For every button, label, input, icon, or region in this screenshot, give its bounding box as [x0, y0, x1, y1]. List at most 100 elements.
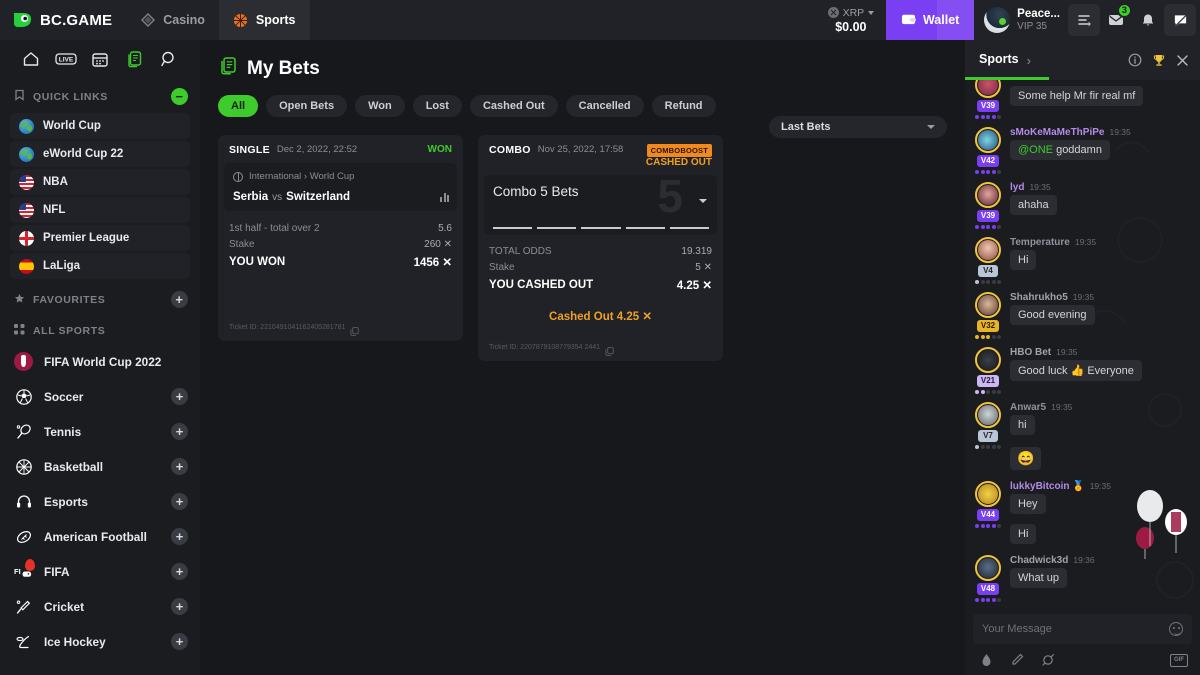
sidebar-item-basketball[interactable]: Basketball + — [0, 449, 200, 484]
sidebar-item-esports[interactable]: Esports + — [0, 484, 200, 519]
filter-cancelled[interactable]: Cancelled — [565, 95, 644, 117]
chat-tab-sports[interactable]: Sports — [965, 52, 1048, 80]
sidebar-item-fifa-world-cup-2022[interactable]: FIFA World Cup 2022 — [0, 344, 200, 379]
search-icon[interactable] — [158, 48, 180, 70]
home-icon[interactable] — [20, 48, 42, 70]
gif-icon[interactable]: GIF — [1170, 653, 1188, 667]
message-bubble: ahaha — [1010, 195, 1057, 215]
sidebar-item-cricket[interactable]: Cricket + — [0, 589, 200, 624]
message-username[interactable]: Shahrukho5 — [1010, 292, 1068, 303]
globe-flag-icon — [19, 118, 34, 134]
bet-card-combo[interactable]: COMBO Nov 25, 2022, 17:58 COMBOBOOST CAS… — [478, 135, 723, 361]
filter-lost[interactable]: Lost — [412, 95, 462, 117]
chevron-down-icon[interactable] — [699, 199, 707, 203]
add-sport-button[interactable]: + — [171, 633, 188, 650]
mail-icon[interactable]: 3 — [1100, 3, 1132, 36]
notification-badge: 3 — [1116, 3, 1132, 18]
my-bets-icon[interactable] — [123, 48, 145, 70]
rain-icon[interactable] — [1041, 653, 1055, 667]
filter-cashed-out[interactable]: Cashed Out — [469, 95, 558, 117]
total-odds-row: TOTAL ODDS 19.319 — [489, 244, 712, 260]
add-sport-button[interactable]: + — [171, 388, 188, 405]
chat-message: V42 sMoKeMaMeThPiPe 19:35 @ONE goddamn — [973, 127, 1192, 174]
nav-sports[interactable]: Sports — [218, 0, 310, 40]
avatar[interactable] — [975, 402, 1001, 428]
filter-won[interactable]: Won — [355, 95, 405, 117]
avatar[interactable] — [975, 237, 1001, 263]
avatar[interactable] — [975, 347, 1001, 373]
wallet-button[interactable]: Wallet — [886, 0, 975, 40]
nav-casino-label: Casino — [163, 13, 205, 27]
message-username[interactable]: sMoKeMaMeThPiPe — [1010, 127, 1105, 138]
user-profile-chip[interactable]: Peace... VIP 35 — [974, 7, 1068, 33]
quick-link-premier-league[interactable]: Premier League — [10, 225, 190, 251]
tip-icon[interactable] — [979, 653, 993, 667]
trophy-icon[interactable] — [1151, 53, 1166, 68]
filter-refund[interactable]: Refund — [651, 95, 716, 117]
sidebar-item-fifa[interactable]: FI FIFA + — [0, 554, 200, 589]
collapse-quick-links-button[interactable]: − — [171, 88, 188, 105]
payout-value: 1456 ✕ — [413, 256, 452, 269]
quick-link-nba[interactable]: NBA — [10, 169, 190, 195]
message-username[interactable]: HBO Bet — [1010, 347, 1052, 358]
sidebar-item-ice-hockey[interactable]: Ice Hockey + — [0, 624, 200, 659]
ticket-row: Ticket ID: 2207879108779354 2441 — [478, 333, 723, 361]
nav-casino[interactable]: Casino — [126, 0, 219, 40]
copy-icon[interactable] — [605, 343, 614, 356]
filter-all[interactable]: All — [218, 95, 259, 117]
quick-link-laliga[interactable]: LaLiga — [10, 253, 190, 279]
add-sport-button[interactable]: + — [171, 423, 188, 440]
calendar-icon[interactable] — [89, 48, 111, 70]
all-sports-title: ALL SPORTS — [33, 325, 106, 337]
add-sport-button[interactable]: + — [171, 563, 188, 580]
pencil-icon[interactable] — [1010, 653, 1024, 667]
message-input[interactable]: Your Message — [973, 614, 1192, 644]
filter-open-bets[interactable]: Open Bets — [266, 95, 348, 117]
live-icon[interactable]: LIVE — [54, 48, 77, 70]
avatar-group: V39 — [973, 182, 1003, 229]
avatar[interactable] — [975, 292, 1001, 318]
brand-logo[interactable]: BC.GAME — [0, 9, 126, 31]
bell-icon[interactable] — [1132, 4, 1164, 36]
sidebar-item-tennis[interactable]: Tennis + — [0, 414, 200, 449]
quick-link-eworld-cup[interactable]: eWorld Cup 22 — [10, 141, 190, 167]
quick-link-nfl[interactable]: NFL — [10, 197, 190, 223]
add-sport-button[interactable]: + — [171, 493, 188, 510]
avatar[interactable] — [975, 80, 1001, 98]
message-time: 19:35 — [1056, 347, 1078, 357]
mention[interactable]: @ONE — [1018, 144, 1054, 156]
bet-card-single[interactable]: SINGLE Dec 2, 2022, 22:52 WON Internatio… — [218, 135, 463, 341]
avatar-group: V42 — [973, 127, 1003, 174]
chevron-right-icon[interactable]: › — [1026, 52, 1031, 68]
add-sport-button[interactable]: + — [171, 528, 188, 545]
copy-icon[interactable] — [350, 323, 360, 336]
chat-icon[interactable] — [1164, 4, 1196, 36]
add-sport-button[interactable]: + — [171, 598, 188, 615]
avatar[interactable] — [975, 555, 1001, 581]
info-icon[interactable] — [1127, 53, 1142, 68]
stats-icon[interactable] — [440, 192, 449, 202]
soccer-ball-icon — [14, 387, 33, 406]
avatar[interactable] — [975, 182, 1001, 208]
message-username[interactable]: Anwar5 — [1010, 402, 1047, 413]
add-sport-button[interactable]: + — [171, 458, 188, 475]
list-icon[interactable] — [1068, 4, 1100, 36]
sidebar-item-soccer[interactable]: Soccer + — [0, 379, 200, 414]
message-meta: Anwar5 19:35 — [1010, 402, 1192, 413]
message-username[interactable]: lukkyBitcoin 🏅 — [1010, 481, 1085, 492]
balance-selector[interactable]: XRP $0.00 — [822, 7, 887, 34]
total-odds-value: 19.319 — [681, 246, 712, 257]
avatar[interactable] — [975, 127, 1001, 153]
emoji-icon[interactable] — [1169, 622, 1183, 636]
chat-message-list[interactable]: V39 Some help Mr fir real mf V42 — [965, 80, 1200, 608]
message-username[interactable]: lyd — [1010, 182, 1025, 193]
sidebar-item-american-football[interactable]: American Football + — [0, 519, 200, 554]
avatar[interactable] — [975, 481, 1001, 507]
close-icon[interactable] — [1175, 53, 1190, 68]
add-favourite-button[interactable]: + — [171, 291, 188, 308]
message-username[interactable]: Chadwick3d — [1010, 555, 1069, 566]
message-username[interactable]: Temperature — [1010, 237, 1070, 248]
sort-select[interactable]: Last Bets — [769, 116, 947, 138]
rank-dots — [975, 115, 1001, 119]
quick-link-world-cup[interactable]: World Cup — [10, 113, 190, 139]
